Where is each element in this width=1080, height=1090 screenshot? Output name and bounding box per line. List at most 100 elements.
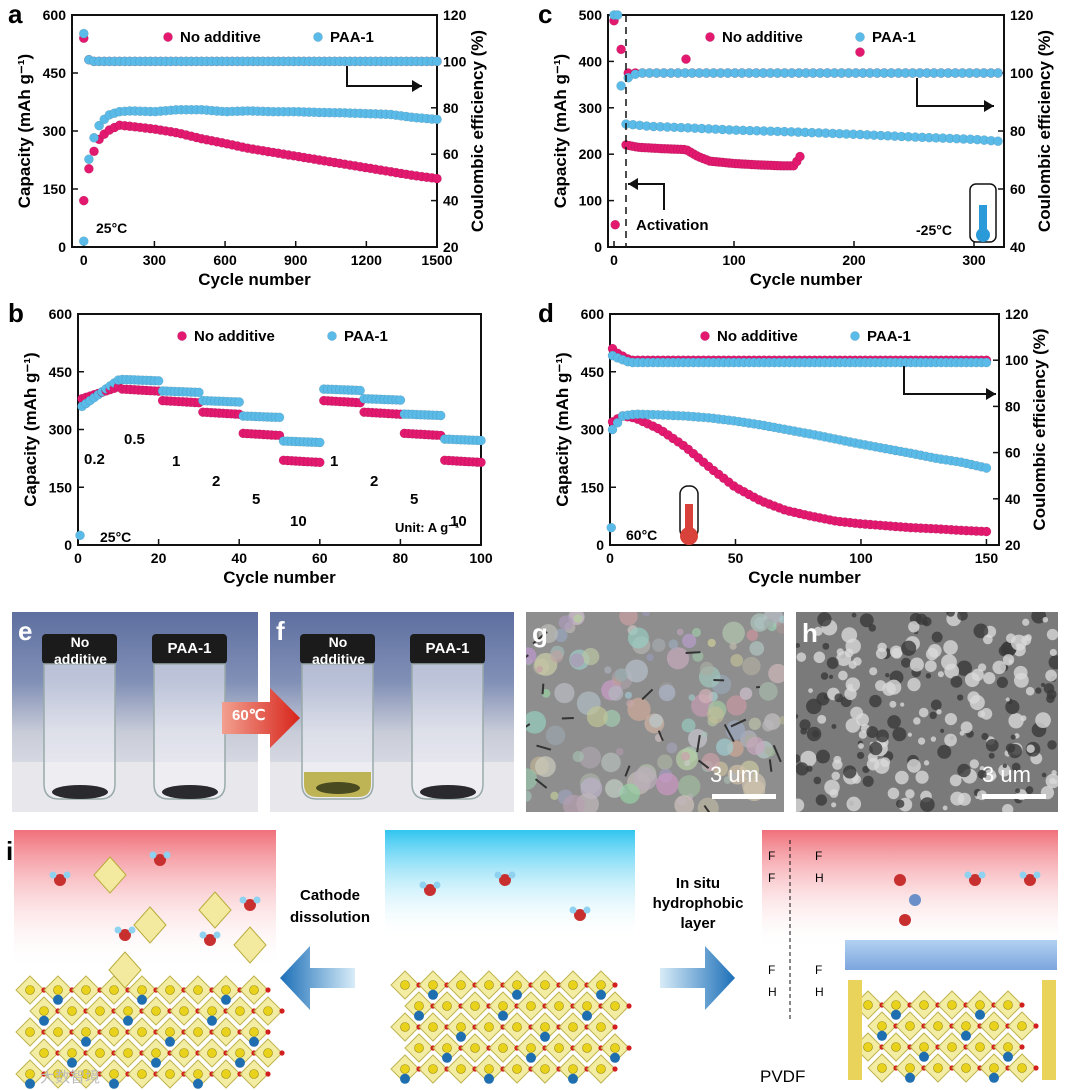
water-hydrogen — [569, 906, 577, 914]
y2-tick-label: 80 — [1005, 398, 1021, 414]
sem-grain — [762, 719, 774, 732]
left-lattice-atom — [221, 1027, 231, 1037]
sem-pore — [937, 744, 952, 759]
sem-pore — [956, 660, 973, 676]
middle-lattice-atom — [596, 980, 606, 990]
sem-grain — [778, 716, 784, 725]
sem-pore — [815, 794, 828, 806]
sem-pore — [1031, 612, 1047, 624]
sem-pore — [831, 771, 840, 781]
sem-pore — [1008, 713, 1024, 729]
sem-grain — [526, 768, 538, 790]
sem-grain — [746, 736, 765, 756]
right-lattice-atom — [961, 1063, 971, 1073]
x-tick-label: 1200 — [351, 252, 382, 268]
sem-pore — [1005, 697, 1010, 702]
left-lattice-atom — [53, 985, 63, 995]
middle-lattice-atom — [526, 1001, 536, 1011]
sem-pore — [930, 699, 942, 711]
thermometer-fill — [979, 205, 987, 233]
right-lattice-atom — [919, 1000, 929, 1010]
water-hydrogen — [114, 926, 122, 934]
schematic-panel-i: F FF HF FH H i Cathode dissolution In situ h… — [6, 830, 1058, 1089]
sem-crack — [723, 723, 735, 743]
y-axis-title: Capacity (mAh g⁻¹) — [553, 352, 572, 506]
sem-pore — [796, 754, 801, 763]
vials-e — [12, 634, 258, 812]
y-tick-label: 600 — [49, 306, 73, 322]
capacity-point — [355, 385, 365, 396]
sem-pore — [905, 789, 915, 799]
rate-label: 10 — [290, 513, 307, 530]
sem-crack — [768, 759, 773, 772]
left-lattice-atom — [263, 1006, 273, 1016]
rate-label: 2 — [212, 473, 220, 490]
sem-pore — [875, 680, 886, 692]
middle-lattice-atom — [512, 1022, 522, 1032]
left-lattice-atom — [249, 1069, 259, 1079]
y-tick-label: 500 — [579, 7, 603, 23]
sem-pore — [915, 770, 929, 784]
sem-grain — [608, 685, 624, 701]
capacity-point — [432, 173, 442, 184]
y-axis-title: Capacity (mAh g⁻¹) — [551, 54, 570, 208]
panel-tag: a — [8, 0, 23, 29]
pvdf-binder-left — [848, 980, 862, 1080]
capacity-point — [612, 417, 623, 428]
sem-grain — [604, 666, 612, 674]
sem-pore — [944, 712, 958, 726]
temperature-label: 60°C — [626, 527, 657, 543]
sem-grain — [586, 706, 608, 728]
sem-crack — [624, 765, 631, 777]
y2-axis-title: Coulombic efficiency (%) — [1035, 30, 1054, 232]
y-tick-label: 0 — [596, 537, 604, 553]
middle-lattice-zn — [568, 1073, 578, 1084]
y-tick-label: 100 — [579, 193, 603, 209]
left-lattice-atom — [67, 1006, 77, 1016]
sem-grain — [619, 783, 640, 804]
sem-panel-h: h 3 um — [796, 612, 1058, 812]
capacity-point — [476, 457, 486, 468]
middle-lattice-atom — [596, 1064, 606, 1074]
sem-crack — [532, 631, 548, 645]
left-lattice-atom — [165, 985, 175, 995]
sem-crack — [772, 744, 782, 763]
vial-label-left-e: No additive — [54, 634, 107, 667]
middle-lattice-atom — [498, 1001, 508, 1011]
left-lattice-zn — [39, 1015, 49, 1026]
left-lattice-atom — [81, 1027, 91, 1037]
water-hydrogen — [163, 851, 171, 859]
legend-marker-no-additive — [163, 32, 173, 42]
left-lattice-atom — [137, 1027, 147, 1037]
y2-tick-label: 40 — [443, 193, 459, 209]
right-lattice-atom — [975, 1000, 985, 1010]
x-tick-label: 20 — [151, 550, 167, 566]
thermometer-fill — [685, 504, 693, 532]
y-tick-label: 300 — [581, 422, 605, 438]
sem-pore — [817, 714, 827, 724]
left-lattice-zn — [81, 1036, 91, 1047]
right-lattice-atom — [947, 1000, 957, 1010]
y-tick-label: 600 — [43, 7, 67, 23]
left-lattice-atom — [151, 1006, 161, 1016]
y-tick-label: 450 — [43, 65, 67, 81]
outlier-point — [610, 219, 621, 230]
sem-pore — [967, 691, 980, 704]
x-tick-label: 60 — [312, 550, 328, 566]
sem-pore — [892, 727, 907, 742]
y-tick-label: 0 — [58, 239, 66, 255]
sem-grain — [684, 760, 691, 767]
x-tick-label: 100 — [722, 252, 746, 268]
sem-grain — [646, 653, 654, 661]
left-lattice-atom — [109, 1027, 119, 1037]
sem-pore — [1046, 628, 1058, 641]
polymer-atom-label: H — [815, 871, 824, 885]
middle-lattice-atom — [540, 1022, 550, 1032]
outlier-point — [681, 54, 691, 64]
chart-panel-d: 0 50 100 150 0 150 300 450 600 20 40 60 80 100 120 Cycl… — [538, 298, 1049, 587]
polymer-atom-label: F — [815, 963, 822, 977]
middle-lattice-atom — [582, 1043, 592, 1053]
sem-grain — [691, 627, 702, 637]
sem-pore — [927, 643, 942, 658]
ce-point — [616, 44, 626, 55]
